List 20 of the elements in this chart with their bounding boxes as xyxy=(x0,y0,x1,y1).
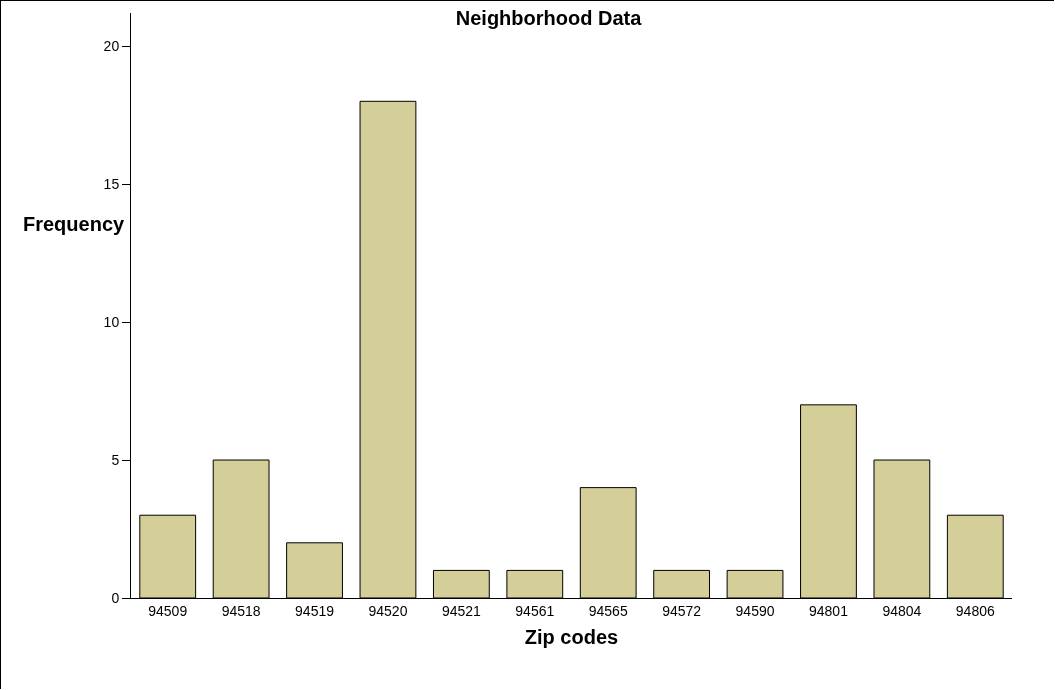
y-tick-label: 20 xyxy=(103,38,120,55)
x-tick-label: 94518 xyxy=(221,602,261,619)
y-tick-label: 15 xyxy=(103,175,120,192)
x-tick-label: 94520 xyxy=(368,602,408,619)
x-tick-label: 94561 xyxy=(515,602,555,619)
x-tick-label: 94801 xyxy=(808,602,849,619)
x-tick-label: 94806 xyxy=(955,602,995,619)
x-axis-title: Zip codes xyxy=(524,626,619,649)
x-tick-label: 94521 xyxy=(441,602,482,619)
x-tick-label: 94565 xyxy=(588,602,628,619)
x-tick-label: 94509 xyxy=(148,602,188,619)
y-tick-label: 0 xyxy=(111,589,120,606)
x-tick-label: 94590 xyxy=(735,602,775,619)
x-tick-label: 94572 xyxy=(662,602,702,619)
y-tick-label: 10 xyxy=(103,313,120,330)
x-tick-label: 94519 xyxy=(295,602,335,619)
x-tick-label: 94804 xyxy=(882,602,922,619)
chart-title: Neighborhood Data xyxy=(455,7,643,30)
y-tick-label: 5 xyxy=(111,451,120,468)
y-axis-title: Frequency xyxy=(23,213,126,235)
